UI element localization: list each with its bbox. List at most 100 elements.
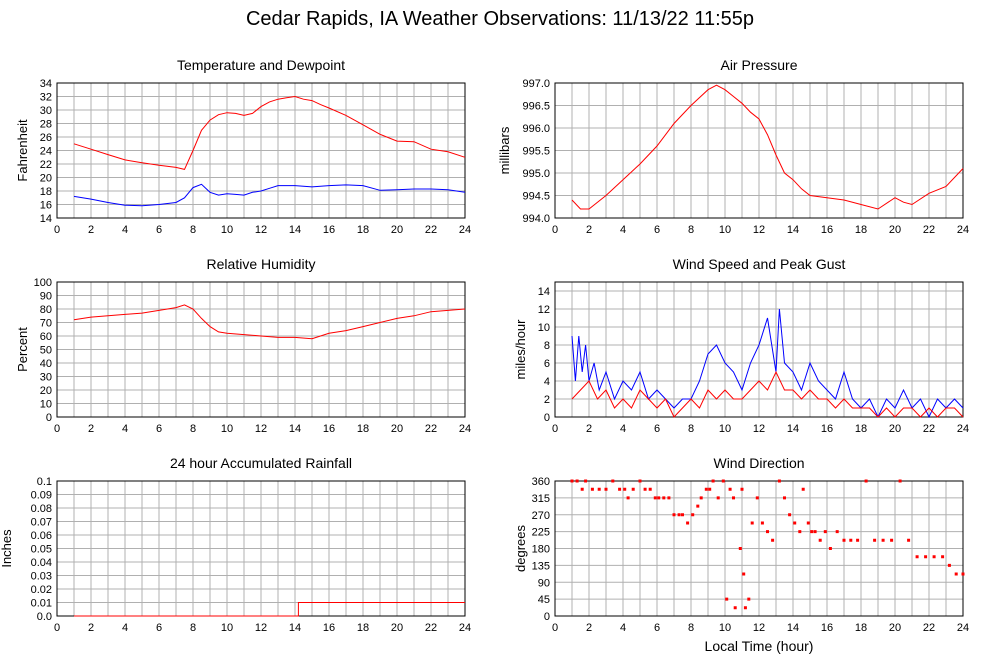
x-tick-label: 24 bbox=[957, 423, 969, 435]
x-tick-label: 18 bbox=[357, 622, 369, 634]
y-tick-label: 0 bbox=[46, 412, 52, 424]
x-tick-label: 4 bbox=[122, 622, 128, 634]
data-point bbox=[672, 513, 676, 517]
data-point bbox=[793, 521, 797, 525]
plot-frame bbox=[56, 281, 466, 418]
x-tick-label: 6 bbox=[156, 423, 162, 435]
x-tick-label: 10 bbox=[221, 622, 233, 634]
data-point bbox=[711, 479, 715, 483]
x-tick-label: 24 bbox=[957, 622, 969, 634]
data-point bbox=[618, 487, 622, 491]
x-tick-label: 22 bbox=[923, 423, 935, 435]
data-point bbox=[733, 606, 737, 610]
data-point bbox=[732, 496, 735, 500]
x-tick-label: 0 bbox=[54, 224, 60, 236]
plot-frame bbox=[554, 82, 964, 219]
x-tick-label: 20 bbox=[391, 622, 403, 634]
x-tick-label: 24 bbox=[957, 224, 969, 236]
y-tick-label: 10 bbox=[40, 399, 52, 411]
y-tick-label: 995.5 bbox=[522, 146, 550, 158]
data-point bbox=[648, 487, 652, 491]
x-tick-label: 12 bbox=[753, 622, 765, 634]
x-tick-label: 10 bbox=[719, 423, 731, 435]
data-point bbox=[835, 530, 839, 534]
data-point bbox=[783, 496, 786, 500]
data-point bbox=[842, 538, 846, 542]
x-tick-label: 24 bbox=[459, 622, 471, 634]
x-tick-label: 18 bbox=[855, 622, 867, 634]
x-tick-label: 22 bbox=[425, 423, 437, 435]
data-point bbox=[954, 572, 958, 576]
x-tick-label: 8 bbox=[190, 622, 196, 634]
data-point bbox=[728, 487, 732, 491]
x-tick-label: 16 bbox=[821, 423, 833, 435]
y-tick-label: 20 bbox=[40, 385, 52, 397]
data-point bbox=[856, 538, 860, 542]
y-tick-label: 60 bbox=[40, 331, 52, 343]
series-line-2 bbox=[571, 370, 964, 418]
series-line-1 bbox=[74, 602, 465, 617]
data-point bbox=[828, 547, 832, 550]
x-tick-label: 12 bbox=[753, 423, 765, 435]
y-tick-label: 20 bbox=[40, 173, 52, 185]
series-line-1 bbox=[571, 308, 964, 419]
y-tick-label: 996.0 bbox=[522, 123, 550, 135]
x-tick-label: 10 bbox=[221, 423, 233, 435]
y-tick-label: 50 bbox=[40, 345, 52, 357]
x-tick-label: 16 bbox=[323, 622, 335, 634]
y-tick-label: 2 bbox=[544, 394, 550, 406]
series-line-1 bbox=[73, 304, 466, 340]
data-point bbox=[708, 487, 712, 491]
data-point bbox=[686, 521, 690, 525]
y-tick-label: 12 bbox=[538, 304, 550, 316]
chart-title: Wind Direction bbox=[713, 455, 804, 471]
data-point bbox=[623, 487, 627, 491]
series-line-1 bbox=[73, 95, 466, 170]
x-tick-label: 12 bbox=[255, 423, 267, 435]
x-tick-label: 10 bbox=[719, 622, 731, 634]
series-line-2 bbox=[73, 183, 466, 207]
x-tick-label: 6 bbox=[654, 622, 660, 634]
y-tick-label: 0 bbox=[544, 611, 550, 623]
y-tick-label: 8 bbox=[544, 340, 550, 352]
y-tick-label: 70 bbox=[40, 318, 52, 330]
data-point bbox=[597, 487, 601, 491]
x-tick-label: 20 bbox=[889, 224, 901, 236]
y-tick-label: 995.0 bbox=[522, 168, 550, 180]
x-tick-label: 16 bbox=[323, 423, 335, 435]
y-tick-label: 0.01 bbox=[31, 598, 52, 610]
y-tick-label: 0.1 bbox=[37, 476, 52, 488]
y-tick-label: 100 bbox=[34, 277, 52, 289]
x-tick-label: 2 bbox=[88, 423, 94, 435]
data-point bbox=[806, 521, 810, 525]
y-tick-label: 34 bbox=[40, 78, 52, 90]
y-tick-label: 996.5 bbox=[522, 101, 550, 113]
data-point bbox=[716, 496, 720, 500]
x-tick-label: 14 bbox=[787, 224, 799, 236]
y-tick-label: 270 bbox=[532, 510, 550, 522]
y-tick-label: 32 bbox=[40, 92, 52, 104]
data-point bbox=[575, 479, 579, 483]
data-point bbox=[590, 487, 594, 491]
x-tick-label: 10 bbox=[719, 224, 731, 236]
x-tick-label: 22 bbox=[425, 622, 437, 634]
x-tick-label: 18 bbox=[855, 224, 867, 236]
x-tick-label: 0 bbox=[54, 622, 60, 634]
data-point bbox=[721, 479, 725, 483]
y-tick-label: 135 bbox=[532, 560, 550, 572]
data-point bbox=[631, 487, 635, 491]
x-tick-label: 4 bbox=[620, 224, 626, 236]
x-tick-label: 22 bbox=[923, 622, 935, 634]
plot-frame bbox=[554, 281, 964, 418]
x-tick-label: 4 bbox=[122, 423, 128, 435]
x-tick-label: 20 bbox=[889, 423, 901, 435]
data-point bbox=[760, 521, 764, 525]
x-tick-label: 12 bbox=[255, 224, 267, 236]
y-tick-label: 180 bbox=[532, 544, 550, 556]
data-point bbox=[750, 521, 754, 525]
data-point bbox=[961, 572, 965, 576]
x-tick-label: 2 bbox=[88, 224, 94, 236]
data-point bbox=[657, 496, 661, 500]
